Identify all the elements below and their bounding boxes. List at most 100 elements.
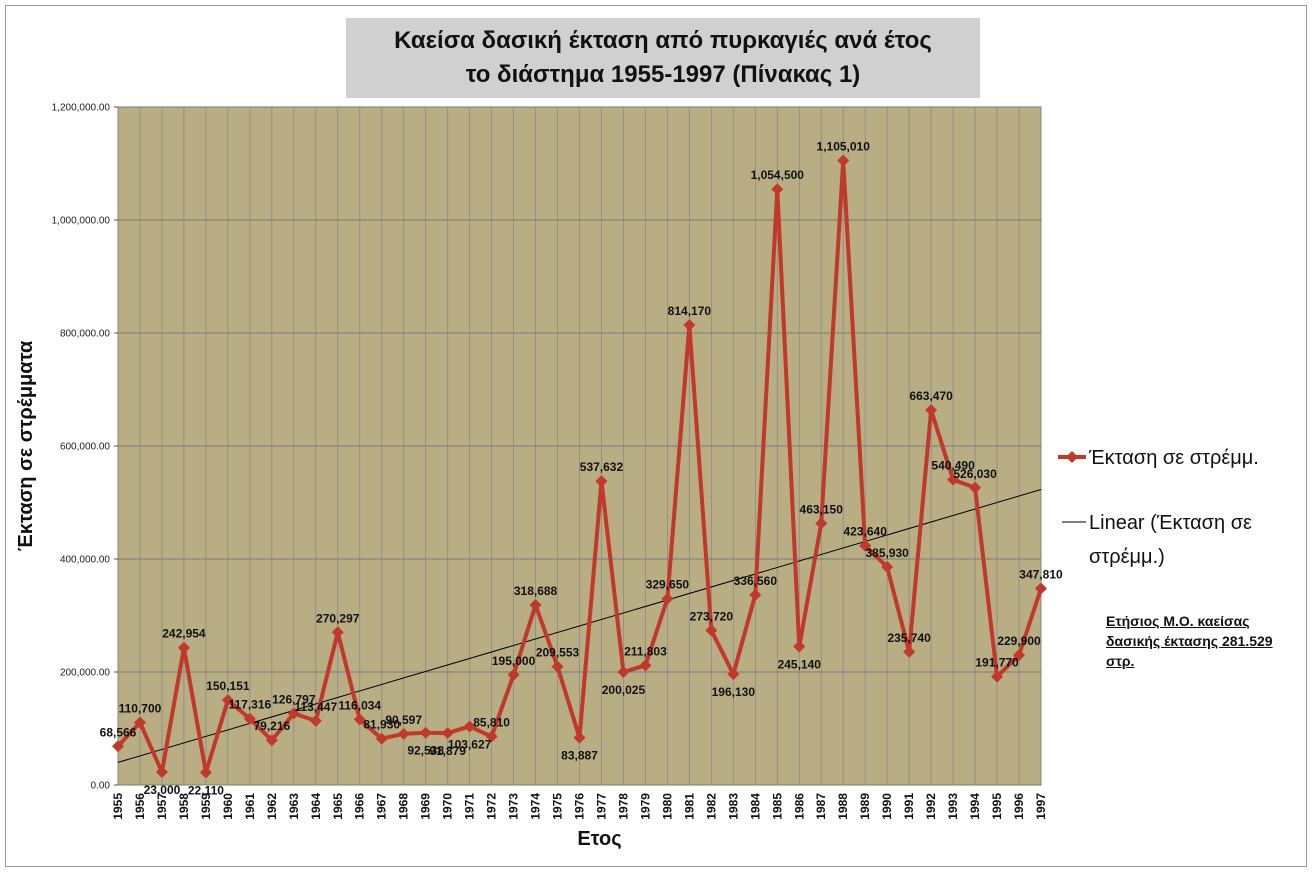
x-tick-label: 1986: [792, 793, 806, 820]
x-tick-label: 1975: [551, 793, 565, 820]
x-tick-label: 1991: [902, 793, 916, 820]
trend-line: [117, 489, 1042, 763]
x-tick-label: 1957: [155, 793, 169, 820]
data-label: 113,447: [294, 700, 337, 714]
data-point: [331, 626, 344, 639]
data-label: 79,216: [253, 719, 290, 733]
data-point: [375, 732, 388, 745]
legend-label-series: Έκταση σε στρέμμ.: [1088, 447, 1259, 469]
data-point: [881, 560, 894, 573]
data-label: 385,930: [865, 546, 909, 560]
data-label: 242,954: [162, 627, 206, 641]
data-point: [859, 539, 872, 552]
data-label: 126,797: [272, 692, 316, 706]
chart-title: Καείσα δασική έκταση από πυρκαγιές ανά έ…: [346, 18, 980, 98]
data-label: 209,553: [536, 646, 580, 660]
data-point: [177, 641, 190, 654]
x-tick-label: 1987: [814, 793, 828, 820]
x-tick-label: 1972: [485, 793, 499, 820]
x-tick-label: 1995: [990, 793, 1004, 820]
data-point: [661, 592, 674, 605]
data-point: [705, 624, 718, 637]
data-point: [265, 734, 278, 747]
y-tick-label: 1,000,000.00: [52, 216, 111, 227]
legend-marker-series: [1066, 451, 1078, 463]
data-point: [749, 588, 762, 601]
data-point: [507, 668, 520, 681]
x-tick-label: 1958: [177, 793, 191, 820]
data-label: 195,000: [492, 654, 536, 668]
y-tick-label: 400,000.00: [60, 555, 110, 566]
data-label: 191,770: [975, 656, 1019, 670]
x-tick-label: 1992: [924, 793, 938, 820]
data-point: [595, 475, 608, 488]
data-point: [639, 659, 652, 672]
x-tick-label: 1982: [704, 793, 718, 820]
x-tick-label: 1985: [770, 793, 784, 820]
data-label: 1,054,500: [751, 168, 805, 182]
data-label: 336,560: [734, 574, 778, 588]
x-tick-label: 1962: [265, 793, 279, 820]
x-tick-label: 1961: [243, 793, 257, 820]
data-label: 540,490: [931, 459, 975, 473]
data-label: 245,140: [778, 657, 822, 671]
x-tick-label: 1976: [573, 793, 587, 820]
data-point: [683, 318, 696, 331]
data-point: [221, 694, 234, 707]
data-label: 85,810: [473, 716, 510, 730]
data-label: 526,030: [953, 467, 997, 481]
data-point: [485, 730, 498, 743]
data-label: 211,803: [624, 644, 667, 658]
y-tick-label: 0.00: [91, 781, 111, 792]
data-point: [397, 727, 410, 740]
x-tick-label: 1955: [111, 793, 125, 820]
data-label: 663,470: [909, 389, 953, 403]
data-label: 200,025: [602, 683, 646, 697]
data-point: [793, 640, 806, 653]
x-tick-label: 1977: [594, 793, 608, 820]
data-point: [925, 404, 938, 417]
data-point: [771, 183, 784, 196]
data-label: 22,110: [188, 784, 224, 798]
x-tick-label: 1981: [682, 793, 696, 820]
x-tick-label: 1979: [638, 793, 652, 820]
data-label: 235,740: [887, 631, 931, 645]
x-tick-label: 1988: [836, 793, 850, 820]
data-point: [969, 481, 982, 494]
data-point: [112, 740, 124, 753]
data-label: 90,597: [385, 713, 422, 727]
x-tick-label: 1993: [946, 793, 960, 820]
data-label: 68,566: [100, 725, 137, 739]
x-tick-label: 1989: [858, 793, 872, 820]
x-tick-label: 1967: [375, 793, 389, 820]
data-point: [727, 668, 740, 681]
data-point: [903, 645, 916, 658]
data-point: [353, 713, 366, 726]
data-point: [419, 726, 432, 739]
data-point: [441, 727, 454, 740]
data-label: 83,887: [561, 749, 598, 763]
data-label: 116,034: [338, 698, 381, 712]
data-label: 329,650: [646, 578, 690, 592]
legend-label-trend-2: στρέμμ.): [1089, 546, 1165, 568]
title-line-2: το διάστημα 1955-1997 (Πίνακας 1): [465, 61, 861, 88]
data-point: [551, 660, 564, 673]
data-label: 270,297: [316, 611, 360, 625]
y-axis-title: Έκταση σε στρέμματα: [15, 340, 37, 551]
data-label: 91,879: [429, 744, 466, 758]
data-label: 229,900: [997, 634, 1041, 648]
data-label: 1,105,010: [817, 140, 871, 154]
x-tick-label: 1960: [221, 793, 235, 820]
x-tick-label: 1969: [419, 793, 433, 820]
data-label: 537,632: [580, 460, 624, 474]
x-tick-label: 1963: [287, 793, 301, 820]
x-tick-label: 1959: [199, 793, 213, 820]
x-tick-label: 1978: [616, 793, 630, 820]
data-point: [309, 714, 322, 727]
data-label: 117,316: [228, 698, 271, 712]
data-label: 23,000: [144, 783, 181, 797]
data-point: [947, 473, 960, 486]
x-tick-label: 1970: [441, 793, 455, 820]
data-point: [133, 716, 146, 729]
